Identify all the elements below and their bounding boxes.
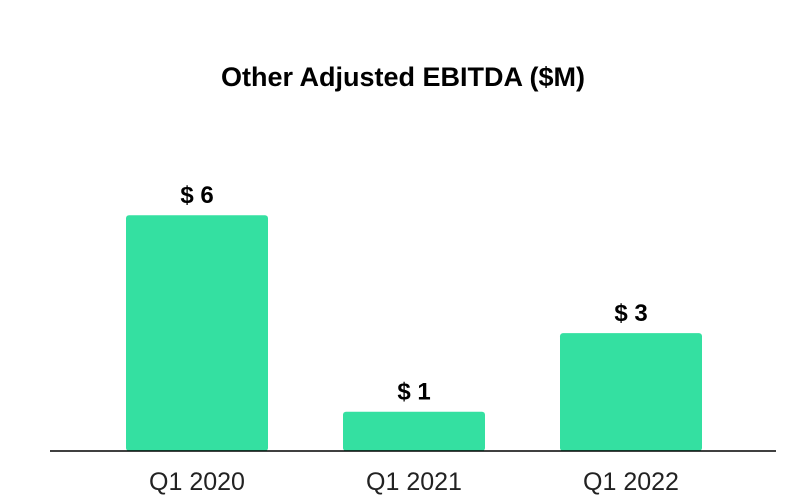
data-label-q1-2020: $ 6 bbox=[180, 182, 213, 209]
x-tick-label-q1-2022: Q1 2022 bbox=[583, 468, 679, 496]
data-label-q1-2022: $ 3 bbox=[614, 300, 647, 327]
x-tick-label-q1-2021: Q1 2021 bbox=[366, 468, 462, 496]
labels-group: $ 6 Q1 2020 $ 1 Q1 2021 $ 3 Q1 2022 bbox=[149, 182, 679, 496]
x-tick-label-q1-2020: Q1 2020 bbox=[149, 468, 245, 496]
chart-title: Other Adjusted EBITDA ($M) bbox=[221, 62, 585, 92]
bar-q1-2020 bbox=[126, 215, 268, 451]
bars-group bbox=[126, 215, 702, 451]
data-label-q1-2021: $ 1 bbox=[397, 379, 430, 406]
bar-q1-2022 bbox=[560, 333, 702, 451]
bar-q1-2021 bbox=[343, 411, 485, 451]
